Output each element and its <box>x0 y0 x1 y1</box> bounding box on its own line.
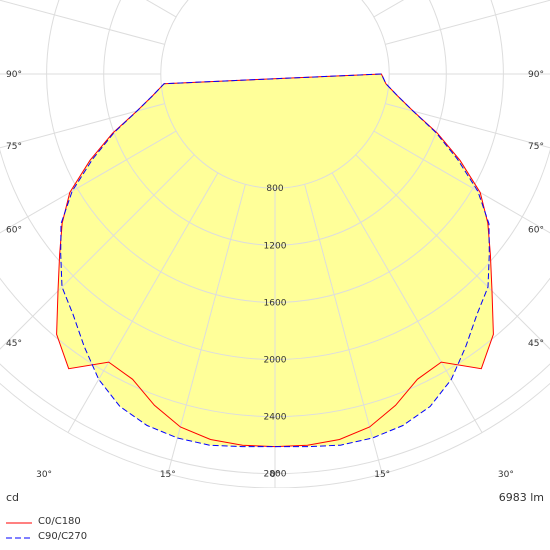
angle-label: 15° <box>374 470 390 480</box>
grid-ray <box>0 130 177 234</box>
grid-ray <box>0 103 165 149</box>
ring-label: 800 <box>266 184 283 194</box>
unit-label: cd <box>6 491 20 504</box>
grid-ray <box>145 0 177 18</box>
grid-ray <box>167 184 246 475</box>
grid-ray <box>67 172 219 433</box>
luminous-flux-label: 6983 lm <box>498 491 544 504</box>
angle-label: 90° <box>6 70 22 80</box>
grid-ray <box>331 172 483 433</box>
angle-label: 45° <box>6 339 22 349</box>
legend-swatch-c0-c180 <box>6 522 32 524</box>
angle-label: 60° <box>528 225 544 235</box>
grid-ray <box>355 154 550 350</box>
angle-label: 90° <box>528 70 544 80</box>
angle-label: 60° <box>6 225 22 235</box>
ring-label: 1600 <box>264 298 287 308</box>
series-line-c90-c270 <box>60 73 490 448</box>
angle-label: 15° <box>160 470 176 480</box>
legend-swatch-c90-c270 <box>6 537 32 539</box>
legend-label: C0/C180 <box>38 516 81 527</box>
grid-ray <box>0 0 165 45</box>
legend-label: C90/C270 <box>38 531 88 542</box>
angle-label: 30° <box>498 470 514 480</box>
grid-ray <box>385 103 550 149</box>
ring-label: 2400 <box>264 413 287 423</box>
angle-label: 75° <box>528 142 544 152</box>
grid-ray <box>304 184 383 475</box>
angle-label: 0° <box>270 470 280 480</box>
grid-ray <box>0 154 195 350</box>
angle-label: 75° <box>6 142 22 152</box>
angle-label: 30° <box>36 470 52 480</box>
ring-label: 2000 <box>264 356 287 366</box>
series-line-c0-c180 <box>56 73 494 448</box>
ring-label: 1200 <box>264 241 287 251</box>
grid-ray <box>373 0 405 18</box>
ring-label: 2800 <box>264 470 287 480</box>
polar-chart: 800 1200 1600 2000 2400 2800 90° 75° 60° 45° 30° 15… <box>0 0 550 488</box>
grid-ray <box>373 130 550 234</box>
grid-ray <box>385 0 550 45</box>
angle-label: 45° <box>528 339 544 349</box>
